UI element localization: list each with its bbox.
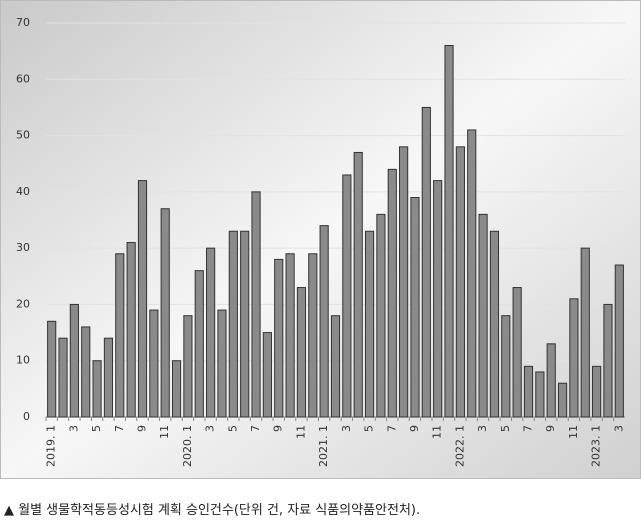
- bar: [546, 343, 556, 418]
- bar: [285, 253, 295, 418]
- x-tick-label: 9: [136, 425, 149, 432]
- y-tick-label: 10: [16, 354, 30, 367]
- bar: [478, 213, 488, 418]
- caption: ▲ 월별 생물학적동등성시험 계획 승인건수(단위 건, 자료 식품의약품안전처…: [4, 503, 421, 518]
- bar: [296, 287, 307, 418]
- bar: [217, 309, 227, 418]
- bar: [92, 360, 102, 418]
- x-tick-label: 7: [113, 425, 126, 432]
- x-tick-label: 7: [385, 425, 398, 432]
- bar: [387, 168, 397, 418]
- bar: [81, 326, 91, 418]
- bar: [319, 225, 329, 418]
- bar: [206, 247, 216, 418]
- x-tick-label: 5: [90, 425, 103, 432]
- bar: [160, 208, 170, 418]
- x-tick-label: 7: [522, 425, 535, 432]
- x-tick-label: 2020. 1: [181, 425, 194, 467]
- y-tick-label: 50: [16, 129, 30, 142]
- bar: [444, 45, 454, 418]
- x-tick-label: 5: [226, 425, 239, 432]
- x-tick-label: 2023. 1: [590, 425, 603, 467]
- bar: [433, 180, 443, 418]
- bar: [240, 230, 250, 418]
- x-tick-label: 5: [363, 425, 376, 432]
- y-tick-label: 70: [16, 16, 30, 29]
- bar: [603, 303, 613, 418]
- bar: [149, 309, 159, 418]
- bar: [569, 298, 579, 418]
- x-tick-label: 11: [158, 425, 171, 439]
- x-tick-label: 5: [499, 425, 512, 432]
- bar: [353, 151, 363, 418]
- bar: [580, 247, 590, 418]
- bar: [410, 196, 420, 418]
- bar: [171, 360, 182, 418]
- bar: [262, 332, 272, 418]
- x-tick-label: 2022. 1: [453, 425, 466, 467]
- y-tick-label: 30: [16, 241, 30, 254]
- bar: [251, 191, 261, 418]
- bar: [308, 253, 318, 418]
- bar: [342, 174, 352, 418]
- x-tick-label: 9: [544, 425, 557, 432]
- x-tick-label: 3: [476, 425, 489, 432]
- bar: [103, 337, 114, 418]
- x-tick-label: 11: [567, 425, 580, 439]
- y-tick-label: 40: [16, 185, 30, 198]
- bar: [183, 315, 193, 418]
- bar: [115, 253, 125, 418]
- bar: [421, 106, 431, 418]
- bar: [126, 242, 136, 418]
- bar: [69, 303, 79, 418]
- bar: [194, 270, 204, 418]
- bar: [523, 365, 534, 418]
- bar: [489, 230, 500, 418]
- bar: [512, 287, 522, 418]
- bar: [137, 180, 148, 418]
- bar: [501, 315, 511, 418]
- bar: [557, 382, 568, 418]
- x-tick-label: 11: [294, 425, 307, 439]
- bar: [330, 315, 341, 418]
- bar: [399, 146, 409, 418]
- x-tick-label: 3: [340, 425, 353, 432]
- y-tick-label: 60: [16, 72, 30, 85]
- bar: [47, 320, 57, 418]
- bar: [455, 146, 465, 418]
- bar: [58, 337, 68, 418]
- x-tick-label: 3: [204, 425, 217, 432]
- bar: [592, 365, 602, 418]
- bar: [228, 230, 238, 418]
- bar: [467, 129, 477, 418]
- y-tick-label: 20: [16, 297, 30, 310]
- x-tick-label: 9: [272, 425, 285, 432]
- bar: [535, 371, 545, 418]
- x-tick-label: 2019. 1: [45, 425, 58, 467]
- x-tick-label: 11: [431, 425, 444, 439]
- chart: 0 10 20 30 40 50 60 70 2019. 1 3 5 7 9 11 2020. 1 3 5 7 9 1…: [0, 0, 641, 479]
- bar: [614, 264, 624, 418]
- x-tick-label: 2021. 1: [317, 425, 330, 467]
- bar: [364, 230, 375, 418]
- x-tick-label: 9: [408, 425, 421, 432]
- bar: [376, 213, 386, 418]
- x-tick-label: 3: [612, 425, 625, 432]
- x-tick-label: 3: [67, 425, 80, 432]
- x-tick-label: 7: [249, 425, 262, 432]
- y-tick-label: 0: [23, 410, 30, 423]
- bar: [274, 258, 284, 418]
